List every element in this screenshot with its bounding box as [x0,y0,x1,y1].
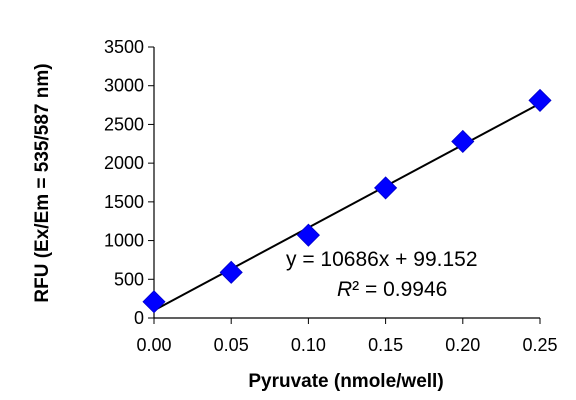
y-axis-title: RFU (Ex/Em = 535/587 nm) [32,63,53,302]
y-tick-label: 2000 [104,153,144,173]
data-point-1 [219,260,243,284]
y-tick-label: 1500 [104,192,144,212]
trendline-group [153,102,541,312]
y-tick-labels: 0 500 1000 1500 2000 2500 3000 3500 [104,37,154,328]
data-point-4 [451,129,475,154]
data-point-2 [296,223,320,247]
x-tick-label: 0.00 [136,335,171,355]
y-tick-label: 0 [134,308,144,328]
x-tick-label: 0.15 [368,335,403,355]
r-squared-value: ² = 0.9946 [352,278,447,301]
data-point-5 [528,88,552,112]
data-points [142,88,552,314]
data-point-3 [374,176,398,200]
x-tick-label: 0.05 [214,335,249,355]
y-tick-label: 3500 [104,37,144,57]
trendline [153,102,541,312]
axes [153,47,540,319]
y-tick-label: 500 [114,269,144,289]
x-tick-label: 0.20 [445,335,480,355]
data-point-0 [142,290,166,314]
x-tick-labels: 0.00 0.05 0.10 0.15 0.20 0.25 [136,318,558,355]
x-tick-label: 0.25 [522,335,557,355]
r-squared-annotation: R² = 0.9946 [337,278,447,301]
y-tick-label: 1000 [104,231,144,251]
x-axis-title: Pyruvate (nmole/well) [248,371,443,392]
x-tick-label: 0.10 [291,335,326,355]
equation-annotation: y = 10686x + 99.152 [286,248,478,271]
y-tick-label: 2500 [104,114,144,134]
y-tick-label: 3000 [104,76,144,96]
r-squared-symbol: R [337,278,352,301]
